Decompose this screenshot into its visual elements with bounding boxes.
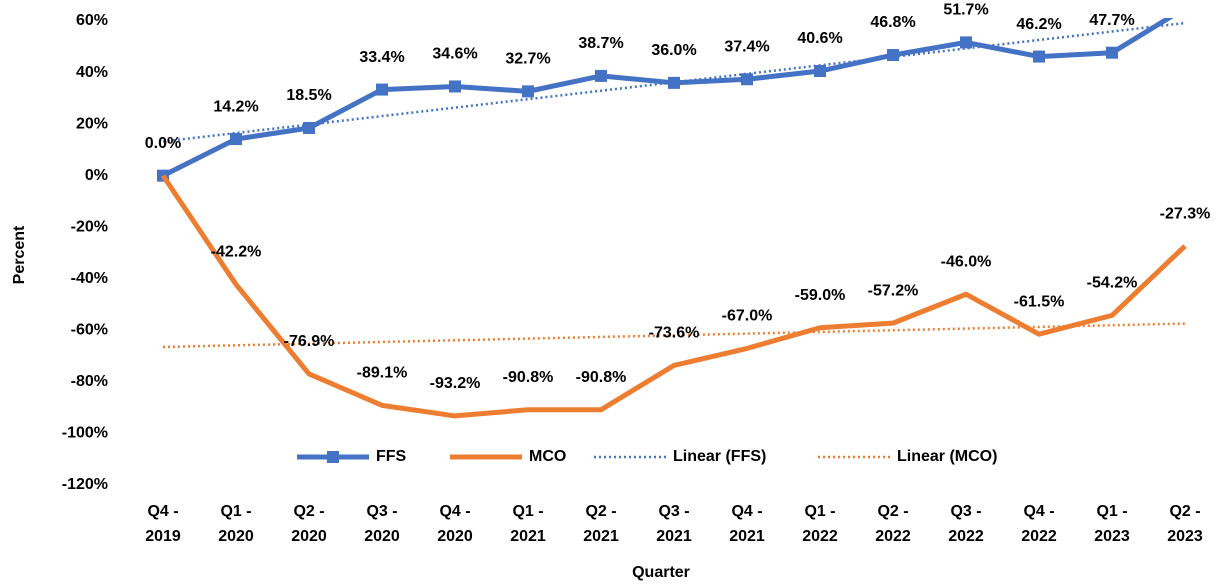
y-tick-label: -120% bbox=[62, 476, 108, 493]
x-tick-label: Q1 - 2023 bbox=[1094, 503, 1130, 545]
data-label: 34.6% bbox=[432, 46, 477, 63]
x-tick-label: Q3 - 2022 bbox=[948, 503, 984, 545]
marker bbox=[522, 85, 534, 98]
data-label: 33.4% bbox=[359, 49, 404, 66]
x-tick-label: Q1 - 2021 bbox=[510, 503, 546, 545]
x-tick-label: Q2 - 2021 bbox=[583, 503, 619, 545]
data-label: 36.0% bbox=[651, 42, 696, 59]
legend-label: FFS bbox=[376, 448, 407, 465]
marker bbox=[668, 76, 680, 89]
marker bbox=[595, 69, 607, 82]
y-tick-label: 60% bbox=[76, 12, 108, 29]
data-label: -76.9% bbox=[284, 333, 335, 350]
marker bbox=[1033, 50, 1045, 63]
x-tick-label: Q2 - 2020 bbox=[291, 503, 327, 545]
data-label: -67.0% bbox=[722, 308, 773, 325]
data-label: 0.0% bbox=[145, 135, 181, 152]
trendline bbox=[162, 21, 1186, 143]
data-label: -46.0% bbox=[941, 253, 992, 270]
legend-label: Linear (FFS) bbox=[673, 448, 766, 465]
marker bbox=[376, 83, 388, 96]
y-axis-label: Percent bbox=[11, 225, 28, 284]
x-tick-label: Q4 - 2022 bbox=[1021, 503, 1057, 545]
data-label: -61.5% bbox=[1014, 293, 1065, 310]
marker bbox=[741, 73, 753, 86]
data-label: -57.2% bbox=[868, 282, 919, 299]
marker bbox=[887, 49, 899, 62]
y-tick-label: -60% bbox=[71, 322, 108, 339]
data-label: 14.2% bbox=[213, 98, 258, 115]
plot-area bbox=[157, 2, 1191, 419]
x-tick-label: Q2 - 2022 bbox=[875, 503, 911, 545]
legend-label: MCO bbox=[529, 448, 566, 465]
marker bbox=[960, 36, 972, 49]
x-tick-label: Q3 - 2021 bbox=[656, 503, 692, 545]
y-tick-label: 20% bbox=[76, 115, 108, 132]
data-label: 51.7% bbox=[943, 2, 988, 19]
data-label: -59.0% bbox=[795, 287, 846, 304]
y-tick-label: -100% bbox=[62, 425, 108, 442]
data-label: -42.2% bbox=[211, 244, 262, 261]
y-tick-label: 40% bbox=[76, 64, 108, 81]
data-label: 18.5% bbox=[286, 87, 331, 104]
y-tick-label: -40% bbox=[71, 270, 108, 287]
y-tick-label: -80% bbox=[71, 373, 108, 390]
data-label: -89.1% bbox=[357, 365, 408, 382]
data-label: 46.2% bbox=[1016, 16, 1061, 33]
y-tick-label: 0% bbox=[85, 167, 108, 184]
legend-label: Linear (MCO) bbox=[897, 448, 997, 465]
y-tick-label: -20% bbox=[71, 218, 108, 235]
data-label: -54.2% bbox=[1087, 275, 1138, 292]
x-tick-label: Q1 - 2022 bbox=[802, 503, 838, 545]
marker bbox=[814, 65, 826, 78]
data-label: -93.2% bbox=[430, 375, 481, 392]
data-label: 40.6% bbox=[797, 30, 842, 47]
data-label: 46.8% bbox=[870, 14, 915, 31]
x-tick-label: Q2 - 2023 bbox=[1167, 503, 1203, 545]
data-label: -90.8% bbox=[503, 369, 554, 386]
marker bbox=[449, 80, 461, 93]
data-label: -90.8% bbox=[576, 369, 627, 386]
series-line bbox=[160, 174, 1187, 419]
data-label: 47.7% bbox=[1089, 12, 1134, 29]
x-tick-label: Q4 - 2021 bbox=[729, 503, 765, 545]
x-tick-label: Q4 - 2019 bbox=[145, 503, 181, 545]
x-tick-label: Q3 - 2020 bbox=[364, 503, 400, 545]
trendline bbox=[162, 322, 1186, 349]
data-label: -73.6% bbox=[649, 325, 700, 342]
data-label: -27.3% bbox=[1160, 205, 1211, 222]
x-axis-label: Quarter bbox=[632, 564, 690, 581]
x-tick-label: Q4 - 2020 bbox=[437, 503, 473, 545]
marker bbox=[1106, 46, 1118, 59]
marker bbox=[1179, 2, 1191, 14]
data-label: 38.7% bbox=[578, 35, 623, 52]
marker bbox=[230, 133, 242, 146]
x-tick-label: Q1 - 2020 bbox=[218, 503, 254, 545]
data-label: 32.7% bbox=[505, 51, 550, 68]
marker bbox=[303, 121, 315, 134]
data-label: 37.4% bbox=[724, 38, 769, 55]
legend-marker bbox=[327, 451, 339, 463]
